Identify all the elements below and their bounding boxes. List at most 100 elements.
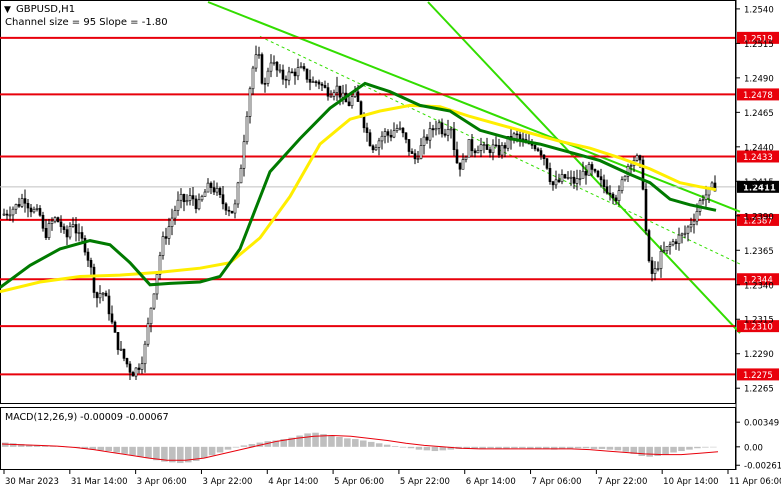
candle-bear [89,260,93,268]
candle-bear [263,83,267,85]
candle-bull [173,210,177,219]
candle-bear [425,136,429,141]
candle-bull [143,343,147,365]
candle-bull [179,193,183,201]
macd-histogram-bar [216,446,224,453]
macd-histogram-bar [535,446,542,449]
candle-bull [146,323,150,345]
candle-bear [128,363,132,373]
candle-bull [161,236,165,256]
candle-bear [284,78,288,81]
candle-bull [47,223,51,238]
candle-bear [518,134,522,140]
macd-histogram-bar [654,446,661,456]
candle-bear [347,101,351,107]
candle-bear [302,66,306,70]
macd-histogram-bar [710,446,717,448]
candle-bear [227,209,231,212]
macd-histogram-bar [670,446,677,453]
candle-bull [188,195,192,201]
macd-histogram-bar [383,444,391,447]
candle-bear [65,229,69,238]
candle-bear [38,208,42,216]
candle-bull [254,54,258,69]
candle-bear [515,133,519,136]
candle-bull [662,250,666,252]
time-tick-label: 30 Mar 2023 [5,477,59,487]
macd-histogram-bar [113,446,120,453]
level-tag [737,88,779,101]
candle-bull [134,367,138,377]
level-label: 1.2433 [743,153,773,163]
candle-bull [170,217,174,227]
candle-bull [398,127,402,130]
candle-bear [497,145,501,156]
candle-bear [593,169,597,172]
candle-bull [464,156,468,160]
macd-histogram-bar [431,446,439,452]
time-tick-label: 4 Apr 14:00 [268,477,318,487]
candle-bear [431,128,435,131]
macd-histogram-bar [208,446,216,456]
price-axis: 1.2540 1.2515 1.2490 1.2465 1.2440 1.2415 1.23… [736,5,774,395]
candle-bear [407,139,411,152]
level-tag [737,368,779,381]
macd-histogram-bar [399,446,407,448]
candle-bear [314,81,318,83]
macd-histogram-bar [248,444,256,447]
candle-bear [650,260,654,274]
candle-bull [587,164,591,176]
candle-bear [410,151,414,154]
candle-bull [560,174,564,183]
time-tick-label: 5 Apr 22:00 [400,477,450,487]
candle-bull [422,136,426,146]
macd-histogram-bar [511,446,518,449]
candle-bull [158,255,162,275]
candle-bull [620,179,624,191]
candle-bull [374,147,378,151]
channel-lower-line [427,1,741,334]
candle-bear [644,188,648,231]
candle-bear [386,131,390,136]
candle-bear [131,372,135,377]
candle-bear [608,192,612,195]
level-tag [737,213,779,226]
macd-histogram-bar [479,446,486,449]
macd-histogram-bar [662,446,669,455]
candle-bull [578,178,582,180]
candle-bull [419,145,423,159]
candle-bear [563,174,567,179]
collapse-arrow-icon[interactable]: ▼ [4,5,11,15]
candle-bull [278,69,282,72]
macd-histogram-bar [614,446,622,451]
moving-averages [0,81,717,294]
candle-bull [50,220,54,224]
candle-bear [86,251,90,261]
candle-bear [641,159,645,190]
candle-bear [17,204,21,207]
candle-bear [305,68,309,80]
candle-bull [437,122,441,129]
candle-bull [491,144,495,154]
level-tag [737,273,779,286]
candle-bear [56,217,60,223]
candle-bull [350,96,354,107]
macd-histogram-bar [320,434,327,447]
candle-bear [194,198,198,210]
candle-bull [77,232,81,234]
candle-bear [44,227,48,238]
macd-histogram-bar [224,446,232,450]
time-axis: 30 Mar 2023 31 Mar 14:00 3 Apr 06:00 3 Apr … [3,470,781,487]
candle-bull [566,177,570,179]
candle-bear [614,197,618,201]
candle-bear [164,236,168,239]
macd-histogram-bar [360,440,367,447]
candle-bull [626,166,630,177]
candle-bear [317,81,321,85]
macd-histogram-bar [391,446,399,447]
macd-histogram-bar [280,439,287,447]
candle-bear [545,158,549,169]
candle-bull [71,224,75,227]
candle-bull [269,62,273,72]
